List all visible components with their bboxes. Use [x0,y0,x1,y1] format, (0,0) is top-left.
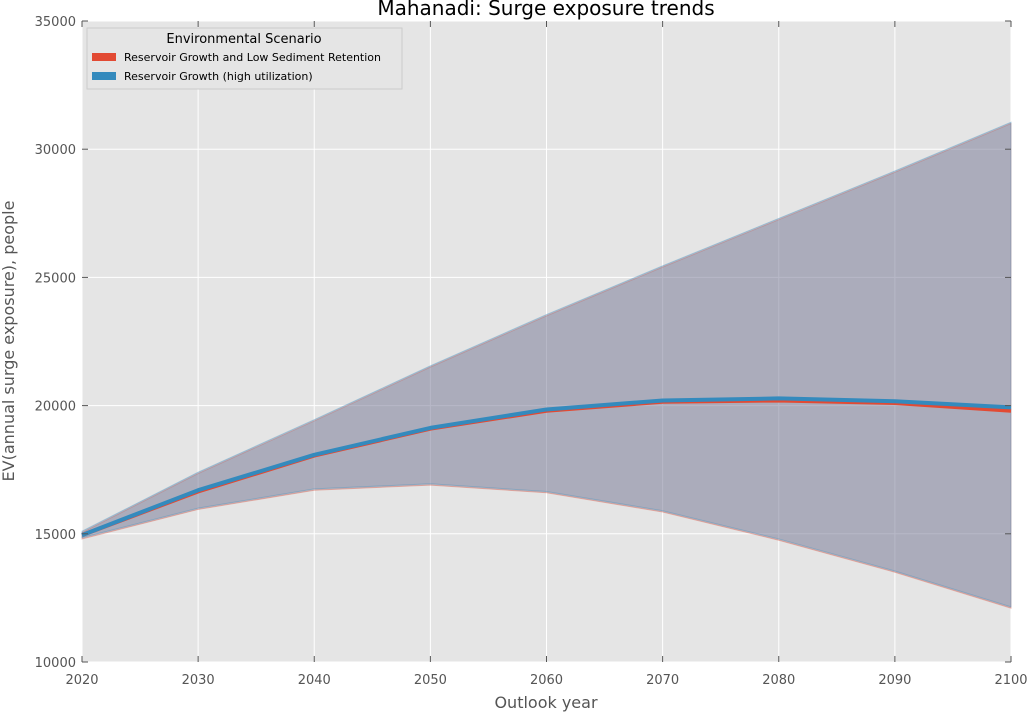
axis-ticks: 2020 2030 2040 2050 2060 2070 2080 2090 2100 1000… [35,15,1028,688]
x-tick-label-2070: 2070 [646,673,679,688]
y-tick-label-35000: 35000 [35,15,76,30]
legend-box [86,27,403,90]
y-tick-label-30000: 30000 [35,143,76,158]
x-tick-label-2090: 2090 [878,673,911,688]
x-tick-label-2060: 2060 [530,673,563,688]
band-series-1 [81,122,1012,609]
line-series-2 [81,396,1012,537]
legend-label-series-2: Reservoir Growth (high utilization) [124,70,313,83]
y-tick-label-15000: 15000 [35,528,76,543]
x-tick-label-2080: 2080 [762,673,795,688]
legend-swatch-series-2 [92,72,116,80]
y-tick-label-25000: 25000 [35,271,76,286]
series-lines [81,396,1012,537]
uncertainty-bands [81,121,1012,609]
band-series-2 [81,121,1012,608]
x-tick-label-2050: 2050 [414,673,447,688]
x-tick-label-2040: 2040 [298,673,331,688]
chart-title: Mahanadi: Surge exposure trends [377,0,714,20]
y-tick-label-20000: 20000 [35,400,76,415]
x-tick-label-2100: 2100 [994,673,1027,688]
y-tick-label-10000: 10000 [35,656,76,671]
legend-swatch-series-1 [92,53,116,61]
legend-title: Environmental Scenario [166,32,321,47]
x-axis-label: Outlook year [494,693,598,712]
x-tick-label-2030: 2030 [182,673,215,688]
y-axis-label: EV(annual surge exposure), people [0,201,18,482]
legend-label-series-1: Reservoir Growth and Low Sediment Retent… [124,51,381,64]
legend: Environmental Scenario Reservoir Growth … [86,27,403,90]
x-tick-label-2020: 2020 [65,673,98,688]
